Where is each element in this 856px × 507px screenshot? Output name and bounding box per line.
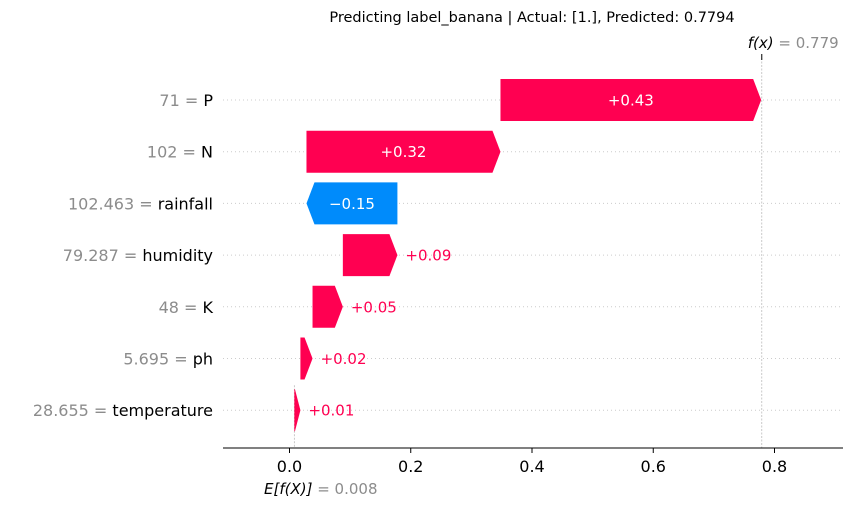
- bar-label-N: +0.32: [380, 143, 426, 161]
- x-tick-label: 0.4: [519, 457, 544, 476]
- bar-label-rainfall: −0.15: [329, 195, 375, 213]
- feature-label-temperature: 28.655 = temperature: [33, 401, 213, 420]
- bar-humidity: [342, 234, 398, 277]
- x-tick-label: 0.0: [277, 457, 302, 476]
- bar-label-humidity: +0.09: [405, 247, 451, 265]
- base-expr: E[f(X)]: [264, 480, 317, 498]
- feature-label-N: 102 = N: [147, 143, 213, 162]
- feature-value: 5.695 =: [123, 350, 192, 369]
- bar-ph: [300, 337, 313, 380]
- bar-K: [312, 285, 343, 328]
- contribution-bars: +0.43 +0.32 −0.15 +0.09 +0.05 +0.02 +0.01: [294, 79, 762, 432]
- feature-name: rainfall: [158, 194, 213, 213]
- base-value-text: E[f(X)] = 0.008: [264, 480, 378, 498]
- bar-temperature: [294, 389, 301, 432]
- x-axis: 0.0 0.2 0.4 0.6 0.8: [223, 447, 843, 476]
- bar-label-temperature: +0.01: [308, 402, 354, 420]
- bar-N: [306, 130, 501, 173]
- feature-value: 48 =: [159, 298, 203, 317]
- feature-name: P: [203, 91, 213, 110]
- feature-label-ph: 5.695 = ph: [123, 350, 213, 369]
- feature-value: 102.463 =: [68, 194, 158, 213]
- bar-label-K: +0.05: [351, 298, 397, 316]
- x-tick-label: 0.6: [641, 457, 666, 476]
- chart-title: Predicting label_banana | Actual: [1.], …: [329, 10, 734, 26]
- x-tick-label: 0.2: [398, 457, 423, 476]
- feature-value: 71 =: [159, 91, 203, 110]
- base-number: = 0.008: [317, 480, 377, 498]
- feature-label-rainfall: 102.463 = rainfall: [68, 194, 213, 213]
- feature-label-P: 71 = P: [159, 91, 213, 110]
- feature-labels: 71 = P 102 = N 102.463 = rainfall 79.287 = …: [33, 91, 214, 420]
- feature-name: N: [201, 143, 213, 162]
- reference-lines: [293, 58, 763, 448]
- feature-value: 102 =: [147, 143, 201, 162]
- bar-rainfall: [306, 182, 398, 225]
- feature-label-humidity: 79.287 = humidity: [63, 246, 213, 265]
- base-value-label: E[f(X)] = 0.008: [264, 480, 378, 498]
- output-value-label: f(x) = 0.779: [748, 34, 839, 60]
- feature-name: ph: [193, 350, 213, 369]
- feature-name: K: [203, 298, 214, 317]
- x-tick-label: 0.8: [762, 457, 787, 476]
- output-expr: f(x): [748, 34, 779, 52]
- output-number: = 0.779: [778, 34, 838, 52]
- feature-name: humidity: [142, 246, 213, 265]
- bar-label-ph: +0.02: [321, 350, 367, 368]
- feature-name: temperature: [112, 401, 213, 420]
- feature-value: 79.287 =: [63, 246, 143, 265]
- bar-P: [500, 79, 762, 121]
- feature-value: 28.655 =: [33, 401, 113, 420]
- output-value-text: f(x) = 0.779: [748, 34, 839, 52]
- bar-label-P: +0.43: [608, 92, 654, 110]
- feature-label-K: 48 = K: [159, 298, 214, 317]
